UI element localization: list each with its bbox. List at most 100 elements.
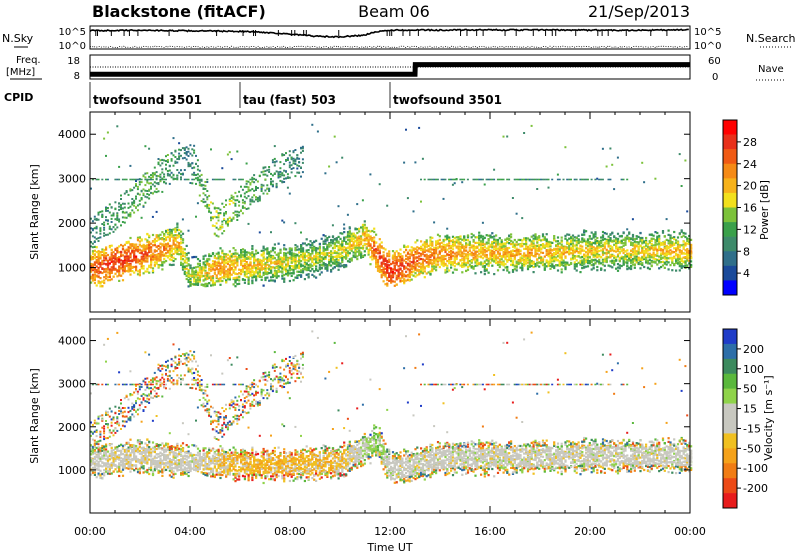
power-cell (328, 260, 331, 264)
power-cell (403, 267, 406, 270)
power-cell (354, 250, 357, 253)
power-cell (151, 192, 154, 195)
power-cell (519, 249, 522, 252)
power-cell (215, 234, 218, 237)
power-cell (331, 267, 335, 270)
power-cell (421, 252, 425, 255)
power-cell (247, 195, 250, 198)
power-cell (324, 263, 327, 266)
power-cell (442, 239, 445, 242)
power-cell (121, 202, 124, 205)
power-cell (444, 254, 447, 258)
power-cell (356, 238, 359, 242)
power-cell (376, 269, 380, 272)
power-cell (333, 266, 336, 269)
power-cell (211, 202, 214, 205)
power-cell (168, 247, 171, 250)
power-cell (129, 259, 132, 262)
power-cell (140, 244, 143, 248)
power-cell (384, 267, 387, 270)
power-cell (243, 257, 246, 261)
power-cell (118, 165, 121, 168)
power-cell (101, 248, 104, 251)
power-cell (543, 245, 546, 248)
power-cell (298, 171, 301, 174)
power-cell (240, 185, 242, 188)
power-cell (90, 258, 93, 261)
power-cell (345, 252, 348, 255)
power-cell (116, 178, 119, 181)
power-cell (309, 266, 312, 269)
power-cell (502, 245, 505, 248)
power-cell (440, 255, 443, 258)
power-cell (260, 186, 263, 188)
power-cell (335, 252, 338, 255)
power-cell (174, 246, 177, 249)
power-cell (253, 181, 256, 184)
power-cell (151, 258, 155, 261)
power-cell (191, 273, 194, 276)
power-cell (174, 258, 177, 261)
power-cell (543, 236, 546, 239)
power-cell (399, 279, 402, 282)
power-cell (146, 252, 149, 255)
power-cell (159, 164, 162, 167)
power-cell (361, 233, 365, 236)
power-cell (189, 282, 192, 285)
power-cell (253, 255, 256, 258)
power-cell (133, 271, 136, 274)
power-cell (238, 282, 241, 285)
power-cell (217, 257, 220, 260)
power-cell (453, 237, 456, 240)
power-cell (153, 254, 156, 257)
power-cell (277, 255, 280, 258)
power-cell (95, 256, 98, 259)
power-cell (318, 268, 321, 271)
power-cell (476, 259, 479, 262)
power-cell (95, 227, 98, 230)
power-cell (406, 273, 410, 277)
power-cell (418, 255, 421, 258)
power-cell (219, 280, 222, 283)
power-cell (178, 148, 181, 151)
power-cell (283, 273, 286, 277)
power-cell (461, 263, 464, 266)
power-cell (256, 263, 260, 266)
power-cell (271, 248, 275, 251)
power-cell (208, 253, 211, 256)
power-cell (249, 267, 252, 270)
power-cell (322, 253, 325, 256)
power-cell (225, 265, 228, 268)
power-cell (425, 245, 428, 248)
power-cell (391, 270, 395, 273)
power-cell (513, 244, 516, 247)
power-cell (367, 243, 370, 246)
power-cell (187, 268, 190, 272)
power-cell (378, 270, 381, 273)
power-cell (538, 261, 541, 264)
power-cell (525, 260, 528, 263)
power-cell (465, 269, 468, 272)
power-cell (279, 179, 282, 182)
power-cell (258, 274, 261, 277)
power-cell (191, 148, 194, 151)
power-cell (256, 197, 259, 199)
power-cell (260, 188, 263, 191)
power-cell (354, 234, 357, 237)
power-cell (200, 283, 203, 286)
power-cell (238, 254, 241, 257)
power-cell (406, 268, 410, 271)
power-cell (279, 256, 282, 259)
power-cell (300, 166, 302, 169)
power-cell (240, 269, 243, 273)
power-cell (508, 238, 511, 241)
power-cell (510, 236, 513, 239)
power-cell (256, 198, 259, 201)
power-cell (95, 237, 98, 240)
power-cell (191, 178, 194, 181)
power-cell (236, 256, 239, 259)
power-cell (110, 253, 113, 256)
power-cell (249, 261, 252, 264)
power-cell (187, 285, 190, 288)
power-cell (185, 253, 188, 257)
